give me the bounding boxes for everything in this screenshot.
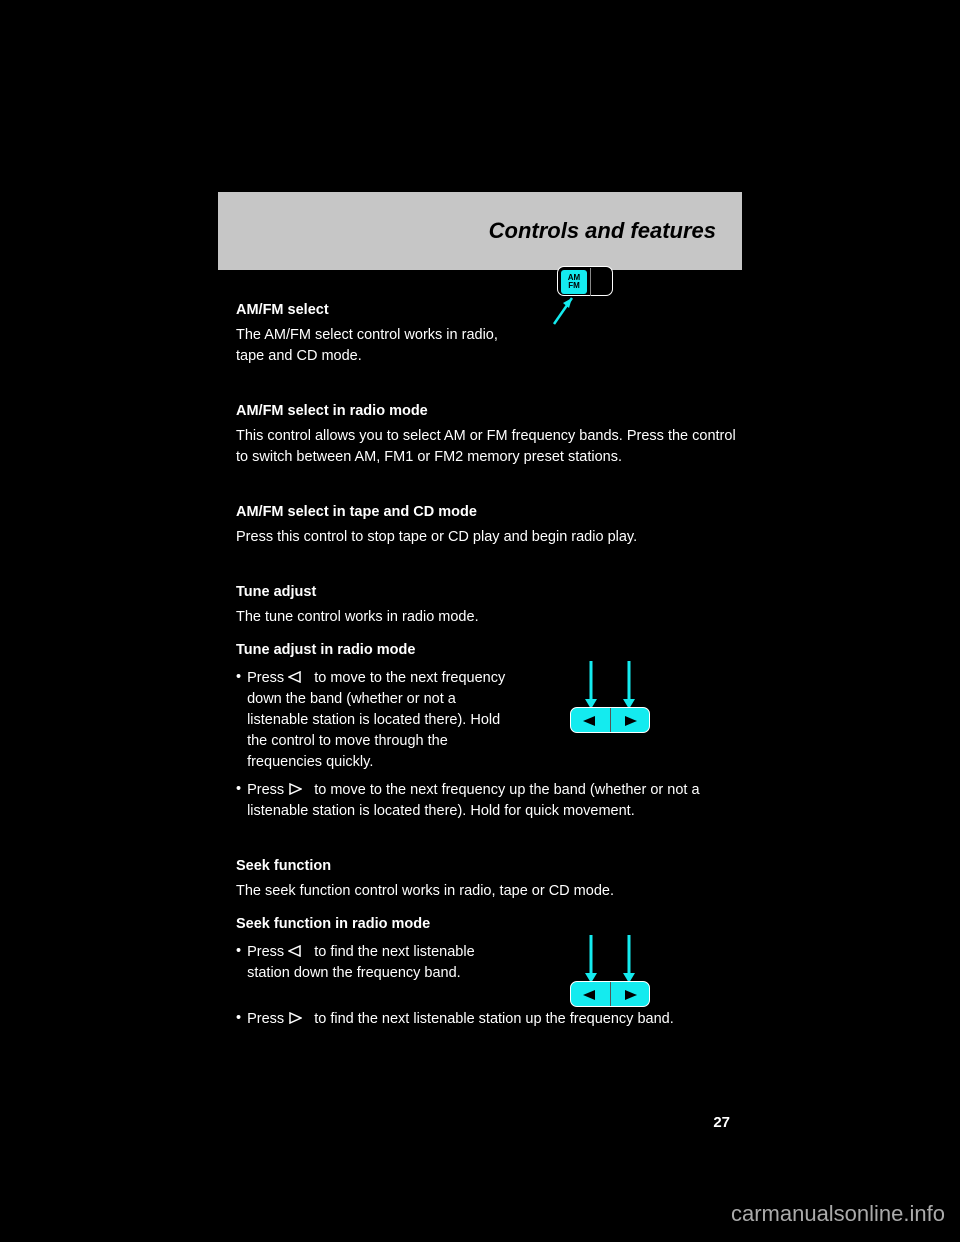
seek-bullet1-a: Press (247, 944, 284, 960)
amfm-label-fm: FM (568, 282, 580, 290)
triangle-left-icon (583, 990, 595, 1000)
down-arrow-icon (582, 935, 600, 983)
tune-radio-title: Tune adjust in radio mode (236, 640, 742, 661)
seek-bullet-2: • Press to find the next listenable stat… (236, 1008, 736, 1030)
triangle-right-icon (288, 783, 302, 795)
down-arrow-icon (620, 935, 638, 983)
down-arrow-icon (620, 661, 638, 709)
triangle-left-icon (288, 671, 302, 683)
amfm-section-title: AM/FM select (236, 300, 742, 321)
pointer-arrow-icon (552, 290, 580, 326)
tape-cd-mode-title: AM/FM select in tape and CD mode (236, 502, 742, 523)
header-bar: Controls and features (218, 192, 742, 270)
down-arrow-icon (582, 661, 600, 709)
tune-section-title: Tune adjust (236, 582, 742, 603)
seek-button-illustration (560, 935, 660, 1015)
triangle-right-icon (625, 990, 637, 1000)
seek-bullet2-a: Press (247, 1011, 284, 1027)
page-number: 27 (713, 1112, 730, 1134)
tune-intro: The tune control works in radio mode. (236, 607, 736, 628)
triangle-left-icon (288, 945, 302, 957)
seek-intro: The seek function control works in radio… (236, 881, 736, 902)
triangle-left-icon (583, 716, 595, 726)
triangle-right-icon (288, 1012, 302, 1024)
amfm-body: The AM/FM select control works in radio,… (236, 325, 516, 367)
watermark: carmanualsonline.info (731, 1201, 945, 1227)
seek-bullet-1: • Press to find the next listenable stat… (236, 941, 516, 984)
amfm-button-illustration: AM FM (546, 266, 626, 326)
tune-bullet2-b: to move to the next frequency up the ban… (247, 782, 699, 819)
tune-bullet1-a: Press (247, 670, 284, 686)
seek-radio-title: Seek function in radio mode (236, 914, 742, 935)
content-area: AM/FM select The AM/FM select control wo… (218, 270, 742, 1030)
tune-button-illustration (560, 661, 660, 741)
tune-bullet1-b: to move to the next frequency down the b… (247, 670, 505, 770)
tune-bullet-2: • Press to move to the next frequency up… (236, 779, 736, 822)
seek-section-title: Seek function (236, 856, 742, 877)
radio-mode-body: This control allows you to select AM or … (236, 426, 736, 468)
tune-bullet2-a: Press (247, 782, 284, 798)
radio-mode-title: AM/FM select in radio mode (236, 401, 742, 422)
tape-cd-mode-body: Press this control to stop tape or CD pl… (236, 527, 736, 548)
tune-bullet-1: • Press to move to the next frequency do… (236, 667, 516, 773)
page-title: Controls and features (489, 218, 716, 244)
triangle-right-icon (625, 716, 637, 726)
